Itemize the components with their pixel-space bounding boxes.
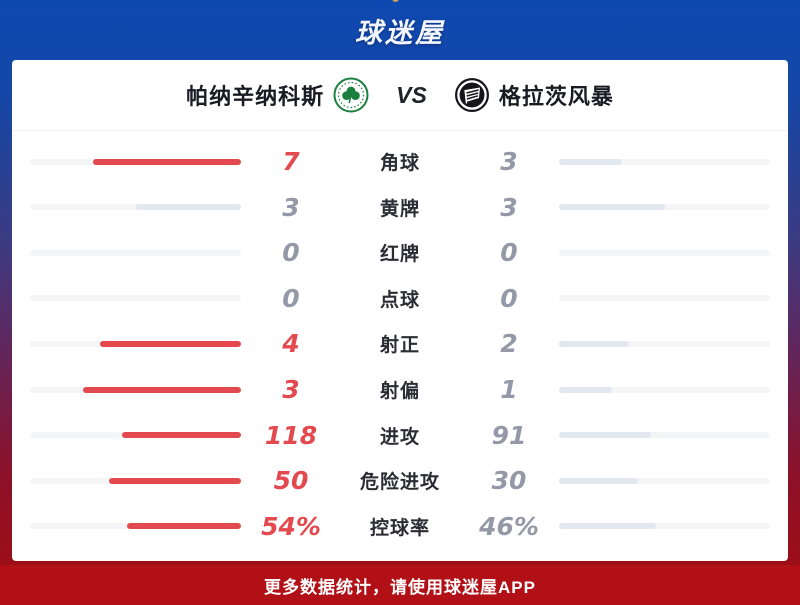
away-stat-value: 1: [500, 375, 518, 404]
home-stat-bar-fill: [121, 432, 241, 439]
home-team-name: 帕纳辛纳科斯: [186, 84, 325, 109]
home-stat-bar: [30, 477, 241, 484]
app-promo-text: 更多数据统计，请使用球迷屋APP: [264, 577, 536, 597]
home-stat-value: 3: [282, 192, 300, 222]
stat-label: 射正: [379, 335, 420, 357]
home-stat-bar: [30, 249, 241, 256]
home-stat-bar: [30, 204, 241, 211]
brand-bar: 球迷屋: [0, 0, 800, 60]
stat-label: 点球: [379, 289, 420, 311]
away-stat-bar: [559, 204, 770, 211]
stats-list: 7 角球 3 3 黄牌 3 0 红牌 0 0 点球 0 4 射正 2 3 射偏 …: [12, 131, 788, 561]
stat-row: 4 射正 2: [12, 330, 788, 357]
home-stat-bar-fill: [109, 477, 241, 484]
vs-label: VS: [396, 81, 427, 108]
home-stat-value: 4: [282, 329, 300, 359]
away-stat-value: 0: [500, 283, 518, 313]
stat-label: 射偏: [379, 381, 420, 402]
away-stat-value: 46%: [479, 511, 539, 541]
stat-row: 118 进攻 91: [12, 422, 788, 449]
home-stat-value: 0: [282, 283, 300, 313]
stat-label: 控球率: [369, 517, 430, 539]
away-stat-bar: [559, 295, 770, 302]
stat-row: 54% 控球率 46%: [12, 513, 788, 540]
home-stat-value: 3: [282, 375, 300, 404]
brand-logo-dot-icon: [392, 0, 399, 2]
stat-label: 危险进攻: [359, 472, 440, 494]
away-stat-bar: [559, 386, 770, 393]
away-team-name: 格拉茨风暴: [498, 84, 614, 109]
home-stat-bar: [30, 295, 241, 302]
home-stat-bar-fill: [127, 523, 241, 530]
stats-card: 帕纳辛纳科斯 VS 格拉茨风暴 7 角球: [12, 60, 788, 561]
stat-row: 50 危险进攻 30: [12, 467, 788, 494]
stat-label: 黄牌: [379, 198, 420, 220]
home-stat-bar: [30, 432, 241, 439]
home-stat-bar: [30, 340, 241, 347]
away-stat-bar-fill: [559, 477, 639, 484]
home-stat-bar-fill: [135, 204, 241, 211]
stat-row: 3 黄牌 3: [12, 194, 788, 221]
away-stat-bar: [559, 340, 770, 347]
away-stat-bar: [559, 249, 770, 256]
home-stat-value: 50: [273, 466, 309, 496]
home-stat-bar-fill: [93, 158, 241, 165]
home-stat-bar: [30, 386, 241, 393]
away-stat-value: 30: [491, 466, 527, 496]
away-stat-bar-fill: [559, 386, 612, 393]
away-stat-bar-fill: [559, 432, 651, 439]
away-stat-value: 91: [491, 420, 527, 450]
away-stat-bar: [559, 432, 770, 439]
away-stat-value: 2: [500, 329, 518, 359]
stat-row: 3 射偏 1: [12, 376, 788, 403]
home-stat-bar: [30, 158, 241, 165]
panathinaikos-crest-icon: [333, 77, 369, 113]
home-stat-value: 118: [264, 420, 318, 450]
stat-row: 7 角球 3: [12, 148, 788, 175]
match-header: 帕纳辛纳科斯 VS 格拉茨风暴: [12, 60, 788, 131]
away-stat-bar-fill: [559, 340, 630, 347]
away-stat-value: 3: [500, 192, 518, 222]
away-stat-bar-fill: [559, 204, 665, 211]
brand-logo: 球迷屋: [355, 17, 445, 48]
stat-label: 进攻: [379, 426, 420, 448]
away-stat-bar-fill: [559, 523, 657, 530]
home-stat-bar: [30, 523, 241, 530]
sturm-graz-crest-icon: [454, 78, 489, 112]
away-stat-value: 3: [500, 147, 518, 177]
app-promo-banner[interactable]: 更多数据统计，请使用球迷屋APP: [0, 565, 800, 605]
home-stat-bar-fill: [82, 386, 241, 393]
away-stat-bar: [559, 158, 770, 165]
away-stat-bar: [559, 477, 770, 484]
away-stat-bar: [559, 523, 770, 530]
home-stat-value: 0: [282, 238, 300, 268]
stat-row: 0 点球 0: [12, 285, 788, 312]
away-stat-bar-fill: [559, 158, 623, 165]
stat-label: 角球: [379, 153, 420, 175]
home-stat-value: 54%: [261, 511, 321, 541]
stat-row: 0 红牌 0: [12, 239, 788, 266]
stat-label: 红牌: [379, 244, 420, 266]
away-stat-value: 0: [500, 238, 518, 268]
home-stat-bar-fill: [100, 340, 241, 347]
home-stat-value: 7: [282, 147, 300, 177]
